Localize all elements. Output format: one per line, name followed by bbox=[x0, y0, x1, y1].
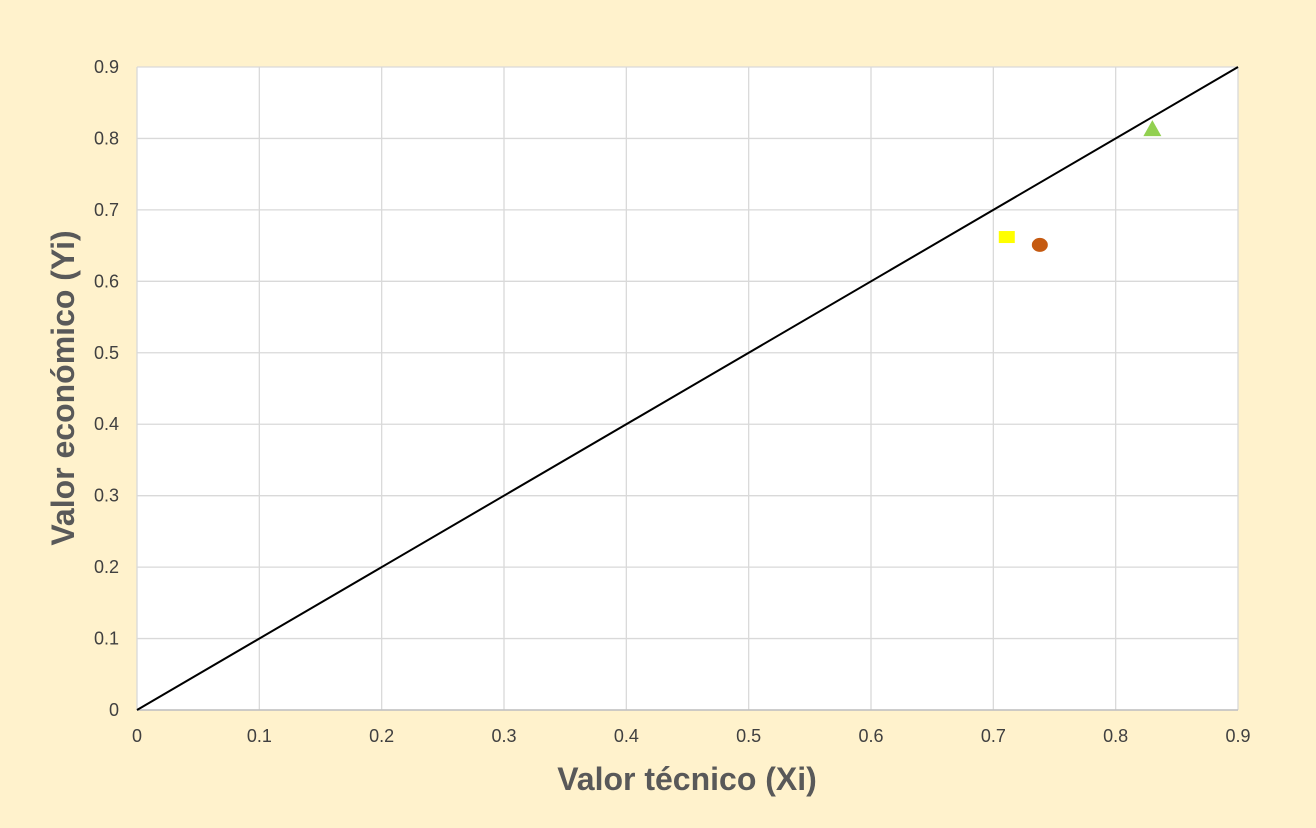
y-tick-label: 0.6 bbox=[94, 271, 119, 291]
x-tick-label: 0.3 bbox=[491, 726, 516, 746]
y-tick-labels: 0 0.1 0.2 0.3 0.4 0.5 0.6 0.7 0.8 0.9 bbox=[94, 57, 119, 720]
y-tick-label: 0.5 bbox=[94, 343, 119, 363]
x-tick-labels: 0 0.1 0.2 0.3 0.4 0.5 0.6 0.7 0.8 0.9 bbox=[132, 726, 1251, 746]
y-tick-label: 0.4 bbox=[94, 414, 119, 434]
x-tick-label: 0.1 bbox=[247, 726, 272, 746]
reference-line bbox=[136, 66, 1239, 711]
gridlines bbox=[136, 66, 1239, 711]
x-tick-label: 0.9 bbox=[1225, 726, 1250, 746]
y-tick-label: 0.9 bbox=[94, 57, 119, 77]
x-tick-label: 0.7 bbox=[981, 726, 1006, 746]
y-tick-label: 0.8 bbox=[94, 128, 119, 148]
x-tick-label: 0 bbox=[132, 726, 142, 746]
x-tick-label: 0.8 bbox=[1103, 726, 1128, 746]
y-axis-title: Valor económico (Yi) bbox=[45, 230, 81, 545]
data-point-triangle bbox=[1143, 120, 1162, 137]
y-tick-label: 0.2 bbox=[94, 557, 119, 577]
x-tick-label: 0.5 bbox=[736, 726, 761, 746]
x-tick-label: 0.6 bbox=[858, 726, 883, 746]
reference-line-group bbox=[136, 66, 1239, 711]
y-tick-label: 0.3 bbox=[94, 486, 119, 506]
x-tick-label: 0.2 bbox=[369, 726, 394, 746]
y-tick-label: 0.7 bbox=[94, 200, 119, 220]
y-tick-label: 0 bbox=[109, 700, 119, 720]
data-point-square bbox=[998, 231, 1015, 244]
x-tick-label: 0.4 bbox=[614, 726, 639, 746]
y-tick-label: 0.1 bbox=[94, 629, 119, 649]
data-points bbox=[998, 120, 1162, 252]
x-axis-title: Valor técnico (Xi) bbox=[557, 761, 817, 797]
data-point-circle bbox=[1031, 237, 1048, 252]
